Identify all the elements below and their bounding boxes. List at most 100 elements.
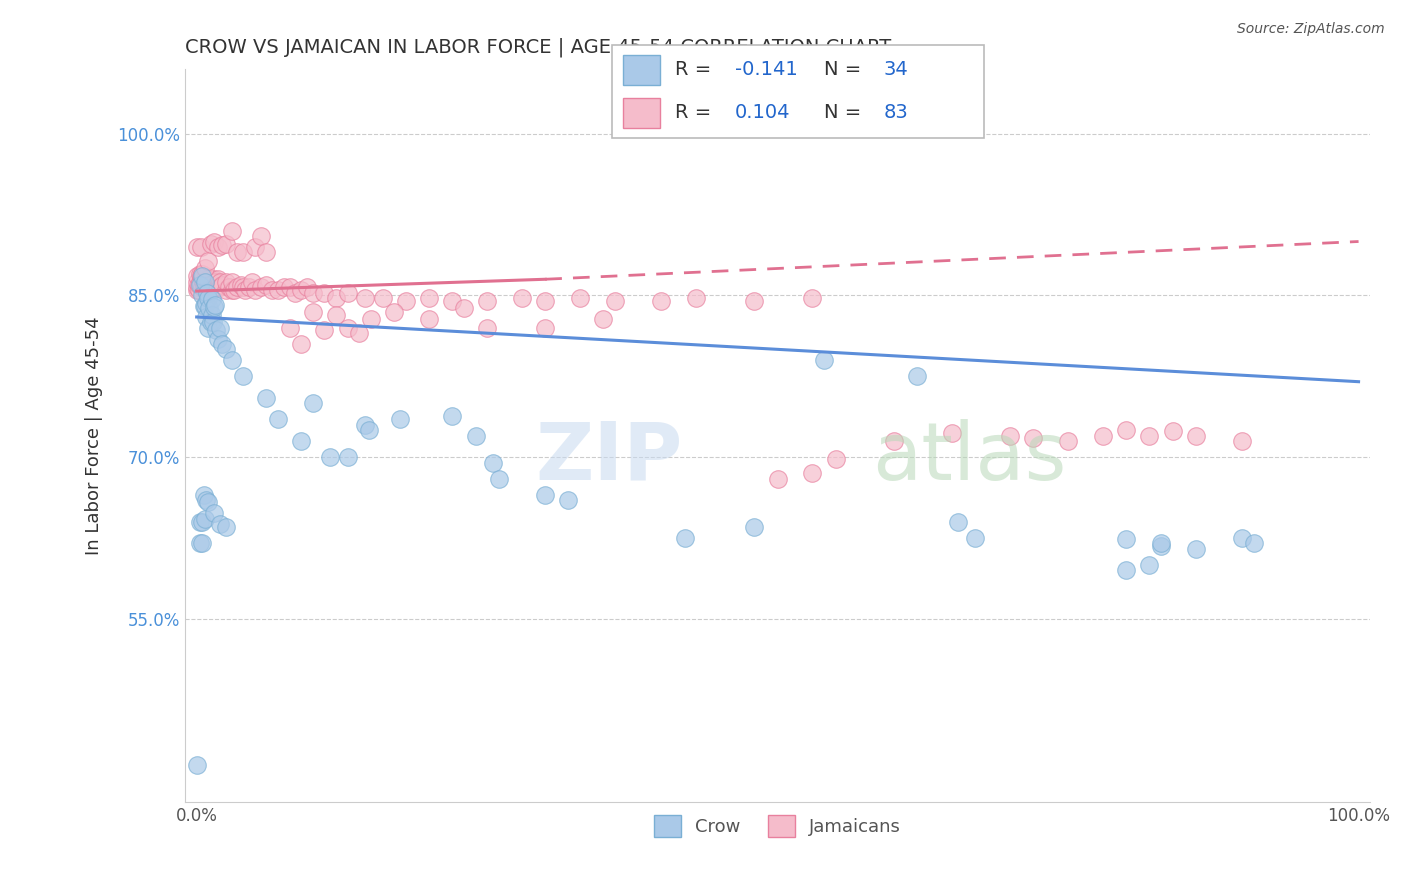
Point xyxy=(238,280,260,294)
Point xyxy=(1115,563,1137,577)
Point xyxy=(202,272,225,286)
Point xyxy=(744,293,766,308)
Point xyxy=(194,280,217,294)
Point xyxy=(221,276,243,290)
Point xyxy=(193,268,215,283)
Point xyxy=(232,245,254,260)
Point xyxy=(569,291,592,305)
Point xyxy=(1232,531,1254,545)
Point xyxy=(195,277,218,292)
Point xyxy=(207,240,229,254)
Point xyxy=(211,337,233,351)
Point xyxy=(191,267,214,281)
Point xyxy=(194,261,217,276)
Point xyxy=(202,235,225,249)
Point xyxy=(278,280,301,294)
Point xyxy=(673,531,696,545)
Point xyxy=(603,293,626,308)
Point xyxy=(186,280,208,294)
Point xyxy=(357,423,380,437)
Point xyxy=(336,450,359,465)
Point xyxy=(215,276,238,290)
Point xyxy=(186,240,208,254)
Point xyxy=(200,236,222,251)
Point xyxy=(388,412,411,426)
Point xyxy=(354,291,377,305)
Point xyxy=(193,280,215,294)
Point xyxy=(941,426,963,441)
Point xyxy=(267,283,290,297)
Point xyxy=(592,312,614,326)
Point xyxy=(201,283,224,297)
Point xyxy=(273,280,295,294)
Point xyxy=(262,283,284,297)
Point xyxy=(186,283,208,297)
Point xyxy=(201,315,224,329)
Legend: Crow, Jamaicans: Crow, Jamaicans xyxy=(647,808,908,845)
Point xyxy=(249,280,271,294)
Point xyxy=(290,434,312,448)
Point xyxy=(243,283,266,297)
Point xyxy=(194,493,217,508)
Point xyxy=(290,283,312,297)
Point xyxy=(475,320,498,334)
Point xyxy=(188,515,211,529)
Point xyxy=(188,277,211,292)
Point xyxy=(813,353,835,368)
Point xyxy=(965,531,987,545)
Point xyxy=(204,276,226,290)
Point xyxy=(242,276,264,290)
Point xyxy=(207,280,229,294)
Point xyxy=(218,280,240,294)
Point xyxy=(188,277,211,292)
Point xyxy=(215,343,238,357)
Text: R =: R = xyxy=(675,103,717,122)
Point xyxy=(221,353,243,368)
Point xyxy=(205,323,228,337)
Point xyxy=(197,320,219,334)
Point xyxy=(201,308,224,322)
Point xyxy=(382,304,405,318)
Point xyxy=(453,301,475,316)
Point xyxy=(278,320,301,334)
Point xyxy=(222,283,245,297)
Point xyxy=(534,293,557,308)
Point xyxy=(190,240,212,254)
Point xyxy=(395,293,418,308)
Point xyxy=(198,280,221,294)
Point xyxy=(208,276,231,290)
Point xyxy=(229,277,252,292)
Point xyxy=(905,369,928,384)
Point xyxy=(200,315,222,329)
Point xyxy=(188,283,211,297)
Point xyxy=(325,291,347,305)
Text: -0.141: -0.141 xyxy=(734,61,797,79)
Point xyxy=(208,320,231,334)
Point xyxy=(207,332,229,346)
Point xyxy=(1243,536,1265,550)
Point xyxy=(191,288,214,302)
Point xyxy=(267,412,290,426)
Point xyxy=(254,245,277,260)
Point xyxy=(744,520,766,534)
Point xyxy=(1185,541,1208,556)
Point xyxy=(207,272,229,286)
Point xyxy=(232,280,254,294)
Point xyxy=(186,276,208,290)
Point xyxy=(190,268,212,283)
Point xyxy=(249,229,271,244)
Point xyxy=(197,272,219,286)
Point xyxy=(482,456,505,470)
Point xyxy=(208,280,231,294)
Point xyxy=(226,245,249,260)
Point xyxy=(801,291,824,305)
Point xyxy=(254,277,277,292)
Point xyxy=(215,283,238,297)
Point xyxy=(193,488,215,502)
Point xyxy=(1091,428,1114,442)
Point xyxy=(232,369,254,384)
Point xyxy=(302,304,325,318)
Point xyxy=(1232,434,1254,448)
Point xyxy=(197,254,219,268)
Point xyxy=(188,276,211,290)
